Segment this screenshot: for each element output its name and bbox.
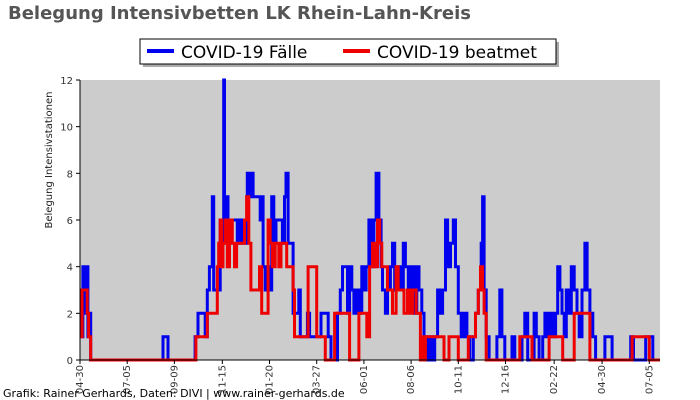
- x-tick-label: 03-27: [312, 365, 323, 394]
- x-tick-label: 04-30: [75, 365, 86, 394]
- y-tick-label: 8: [67, 169, 73, 180]
- y-ticks: 0 2 4 6 8 10 12: [60, 76, 80, 367]
- x-tick-label: 02-22: [549, 365, 560, 394]
- x-tick-label: 01-20: [265, 365, 276, 394]
- x-tick-label: 08-06: [406, 365, 417, 394]
- series-line-1: [80, 195, 660, 362]
- chart-title: Belegung Intensivbetten LK Rhein-Lahn-Kr…: [8, 3, 471, 24]
- y-tick-label: 0: [67, 356, 73, 367]
- y-axis-label: Belegung Intensivstationen: [44, 91, 55, 228]
- y-tick-label: 2: [67, 309, 73, 320]
- y-tick-label: 10: [60, 123, 73, 134]
- y-tick-label: 12: [60, 76, 73, 87]
- x-tick-label: 11-15: [217, 365, 228, 394]
- x-ticks: 04-30 07-05 09-09 11-15 01-20 03-27 06-01 08-06…: [75, 360, 655, 394]
- footer-credit: Grafik: Rainer Gerhards, Daten: DIVI | w…: [3, 387, 345, 400]
- legend: COVID-19 Fälle COVID-19 beatmet: [139, 38, 559, 67]
- series-group: [79, 78, 660, 362]
- x-tick-label: 07-05: [122, 365, 133, 394]
- x-tick-label: 04-30: [597, 365, 608, 394]
- x-tick-label: 07-05: [644, 365, 655, 394]
- legend-label-faelle: COVID-19 Fälle: [181, 43, 307, 63]
- x-tick-label: 06-01: [359, 365, 370, 394]
- legend-label-beatmet: COVID-19 beatmet: [377, 43, 537, 63]
- x-tick-label: 09-09: [169, 365, 180, 394]
- x-tick-label: 12-16: [501, 365, 512, 394]
- x-tick-label: 10-11: [453, 365, 464, 394]
- y-tick-label: 6: [67, 216, 73, 227]
- y-tick-label: 4: [67, 263, 73, 274]
